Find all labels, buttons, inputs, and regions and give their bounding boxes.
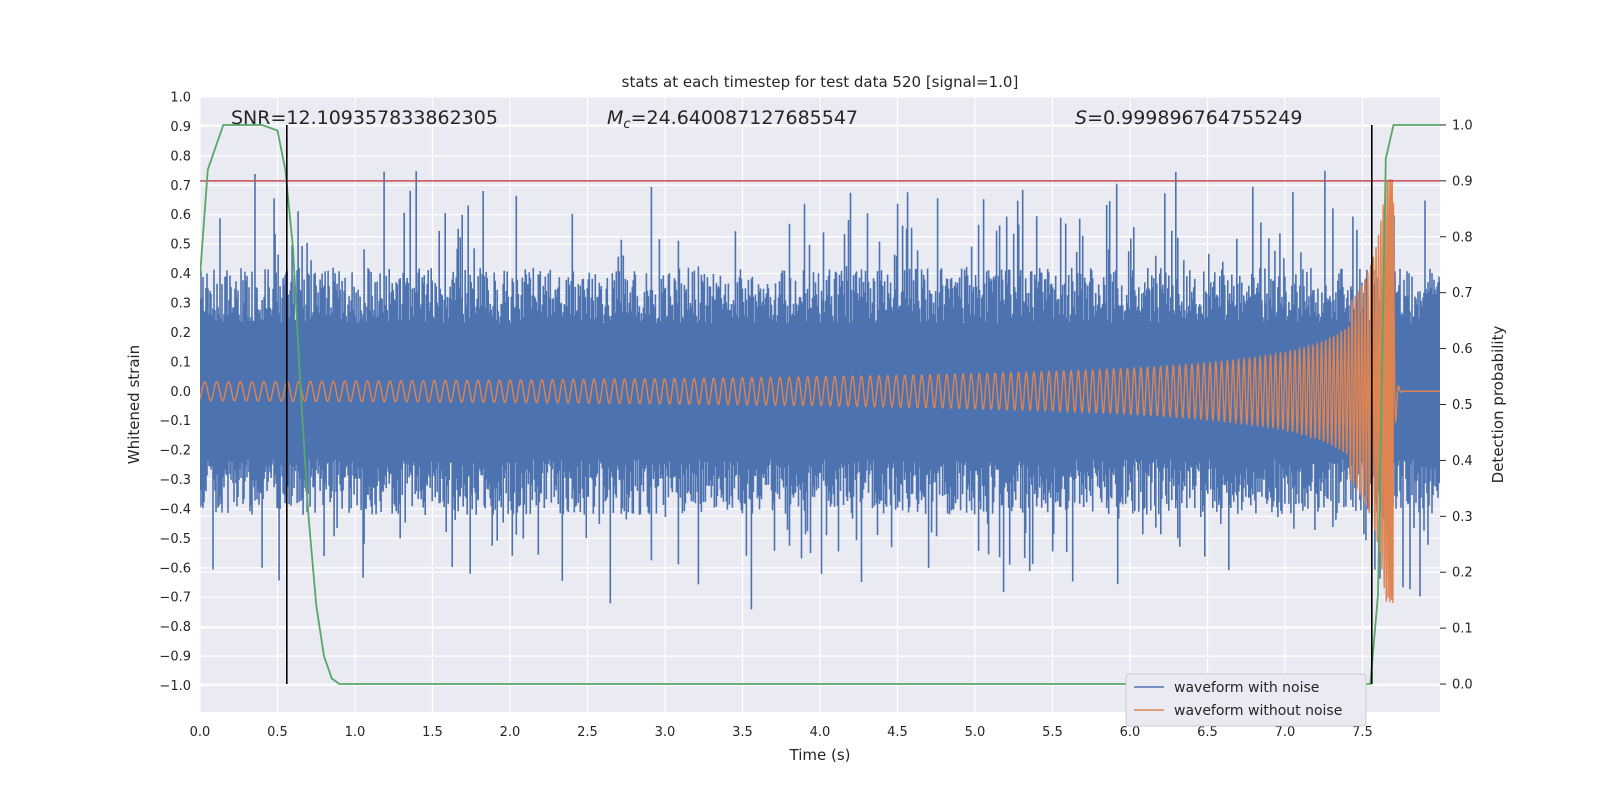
chirp-mass-value: =24.640087127685547	[631, 107, 858, 129]
chirp-mass-symbol: M	[607, 107, 623, 129]
chart-title: stats at each timestep for test data 520…	[622, 73, 1019, 91]
y2-tick-label: 0.5	[1452, 398, 1473, 413]
y-tick-label: −1.0	[159, 679, 191, 694]
y2-tick-label: 0.9	[1452, 174, 1473, 189]
x-tick-label: 3.5	[732, 725, 753, 740]
y-tick-label: −0.7	[159, 591, 191, 606]
y-tick-label: −0.4	[159, 502, 191, 517]
y-tick-label: −0.9	[159, 650, 191, 665]
chirp-mass-subscript: c	[623, 117, 630, 132]
chirp-mass-annotation: Mc=24.640087127685547	[607, 107, 858, 132]
y2-tick-label: 0.8	[1452, 230, 1473, 245]
series-waveform-without-noise	[200, 179, 1440, 604]
y-tick-label: −0.2	[159, 444, 191, 459]
x-tick-label: 1.5	[422, 725, 443, 740]
y-tick-label: 0.2	[170, 326, 191, 341]
y2-tick-label: 1.0	[1452, 118, 1473, 133]
series-detection-probability	[200, 124, 1440, 685]
x-tick-label: 6.5	[1197, 725, 1218, 740]
y2-axis-label: Detection probability	[1489, 326, 1507, 484]
x-tick-label: 6.0	[1120, 725, 1141, 740]
x-tick-label: 3.0	[655, 725, 676, 740]
y-tick-label: −0.8	[159, 620, 191, 635]
y-tick-label: 0.1	[170, 355, 191, 370]
y-tick-label: 0.4	[170, 267, 191, 282]
legend-label-clean: waveform without noise	[1174, 703, 1342, 719]
s-annotation: S=0.999896764755249	[1075, 107, 1302, 129]
y-tick-label: 0.5	[170, 238, 191, 253]
y2-tick-label: 0.0	[1452, 678, 1473, 693]
x-axis: 0.0 0.5 1.0 1.5 2.0 2.5 3.0 3.5 4.0 4.5 5.0 5.5 6.0 6…	[190, 725, 1373, 740]
y-tick-label: −0.3	[159, 473, 191, 488]
y-tick-label: −0.1	[159, 414, 191, 429]
x-tick-label: 0.5	[267, 725, 288, 740]
s-value: =0.999896764755249	[1087, 107, 1302, 129]
legend-box	[1125, 673, 1367, 727]
x-tick-label: 7.0	[1275, 725, 1296, 740]
y-tick-label: 1.0	[170, 91, 191, 106]
y-tick-label: 0.9	[170, 120, 191, 135]
y-tick-label: 0.7	[170, 179, 191, 194]
y2-tick-label: 0.6	[1452, 342, 1473, 357]
y-tick-label: 0.0	[170, 385, 191, 400]
y-tick-label: 0.6	[170, 208, 191, 223]
x-tick-label: 2.5	[577, 725, 598, 740]
x-tick-label: 0.0	[190, 725, 211, 740]
x-axis-label: Time (s)	[789, 746, 851, 764]
x-tick-label: 7.5	[1352, 725, 1373, 740]
x-tick-label: 5.0	[965, 725, 986, 740]
snr-annotation: SNR=12.109357833862305	[231, 107, 498, 129]
legend: waveform with noise waveform without noi…	[1125, 673, 1367, 727]
y2-tick-label: 0.4	[1452, 454, 1473, 469]
y2-tick-label: 0.2	[1452, 566, 1473, 581]
y-axis-label: Whitened strain	[125, 345, 143, 464]
y-tick-label: −0.5	[159, 532, 191, 547]
y-tick-label: −0.6	[159, 561, 191, 576]
y2-tick-label: 0.7	[1452, 286, 1473, 301]
y-axis-right: 1.0 0.9 0.8 0.7 0.6 0.5 0.4 0.3 0.2 0.1 0.0	[1440, 118, 1473, 693]
x-tick-label: 2.0	[500, 725, 521, 740]
x-tick-label: 1.0	[345, 725, 366, 740]
y-tick-label: 0.3	[170, 296, 191, 311]
y2-tick-label: 0.3	[1452, 510, 1473, 525]
y2-tick-label: 0.1	[1452, 622, 1473, 637]
plot-content	[200, 124, 1440, 685]
x-tick-label: 5.5	[1042, 725, 1063, 740]
x-tick-label: 4.0	[810, 725, 831, 740]
s-symbol: S	[1075, 107, 1087, 129]
x-tick-label: 4.5	[887, 725, 908, 740]
y-tick-label: 0.8	[170, 149, 191, 164]
legend-label-noise: waveform with noise	[1174, 680, 1319, 696]
y-axis-left: 1.0 0.9 0.8 0.7 0.6 0.5 0.4 0.3 0.2 0.1 0.0 −0.1 −0.…	[159, 91, 191, 695]
